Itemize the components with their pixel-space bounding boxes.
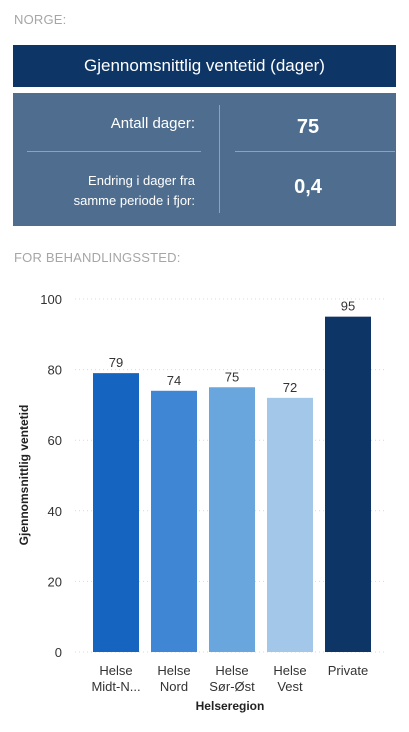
section-label-behandlingssted: FOR BEHANDLINGSSTED:: [14, 250, 181, 265]
bar[interactable]: [151, 390, 197, 652]
change-value: 0,4: [294, 176, 322, 198]
section-label-norge: NORGE:: [14, 12, 67, 27]
y-tick-label: 100: [40, 292, 62, 307]
x-tick-label: Sør-Øst: [209, 679, 255, 694]
bars: [93, 316, 371, 652]
change-label-line1: Endring i dager fra: [88, 173, 195, 188]
bar[interactable]: [325, 316, 371, 652]
x-axis-title: Helseregion: [196, 699, 265, 713]
y-tick-label: 20: [48, 574, 62, 589]
x-axis-ticks: HelseMidt-N...HelseNordHelseSør-ØstHelse…: [91, 663, 368, 694]
data-labels: 79 74 75 72 95: [109, 299, 355, 395]
x-tick-label: Nord: [160, 679, 188, 694]
y-tick-label: 40: [48, 504, 62, 519]
kpi-divider-right: [235, 151, 395, 152]
x-tick-label: Helse: [99, 663, 132, 678]
y-axis-title: Gjennomsnittlig ventetid: [17, 405, 31, 546]
bar-value-label: 79: [109, 355, 123, 370]
bar[interactable]: [93, 373, 139, 652]
days-value: 75: [296, 116, 320, 138]
x-tick-label: Helse: [215, 663, 248, 678]
x-tick-label: Vest: [277, 679, 303, 694]
y-tick-label: 80: [48, 363, 62, 378]
x-tick-label: Helse: [273, 663, 306, 678]
bar[interactable]: [209, 387, 255, 652]
kpi-panel: Antall dager: 75 Endring i dager fra sam…: [13, 93, 396, 226]
x-tick-label: Private: [328, 663, 368, 678]
y-tick-label: 0: [55, 645, 62, 660]
kpi-title: Gjennomsnittlig ventetid (dager): [13, 45, 396, 87]
bar[interactable]: [267, 397, 313, 652]
y-axis-ticks: 0 20 40 60 80 100: [40, 292, 62, 660]
kpi-divider-left: [27, 151, 201, 152]
bar-value-label: 75: [225, 369, 239, 384]
bar-value-label: 95: [341, 299, 355, 314]
change-label-line2: samme periode i fjor:: [73, 193, 195, 208]
kpi-divider-vertical: [219, 105, 220, 213]
change-label: Endring i dager fra samme periode i fjor…: [25, 171, 195, 211]
x-tick-label: Midt-N...: [91, 679, 140, 694]
bar-value-label: 72: [283, 380, 297, 395]
y-tick-label: 60: [48, 433, 62, 448]
bar-value-label: 74: [167, 373, 181, 388]
x-tick-label: Helse: [157, 663, 190, 678]
days-label: Antall dager:: [110, 115, 195, 132]
